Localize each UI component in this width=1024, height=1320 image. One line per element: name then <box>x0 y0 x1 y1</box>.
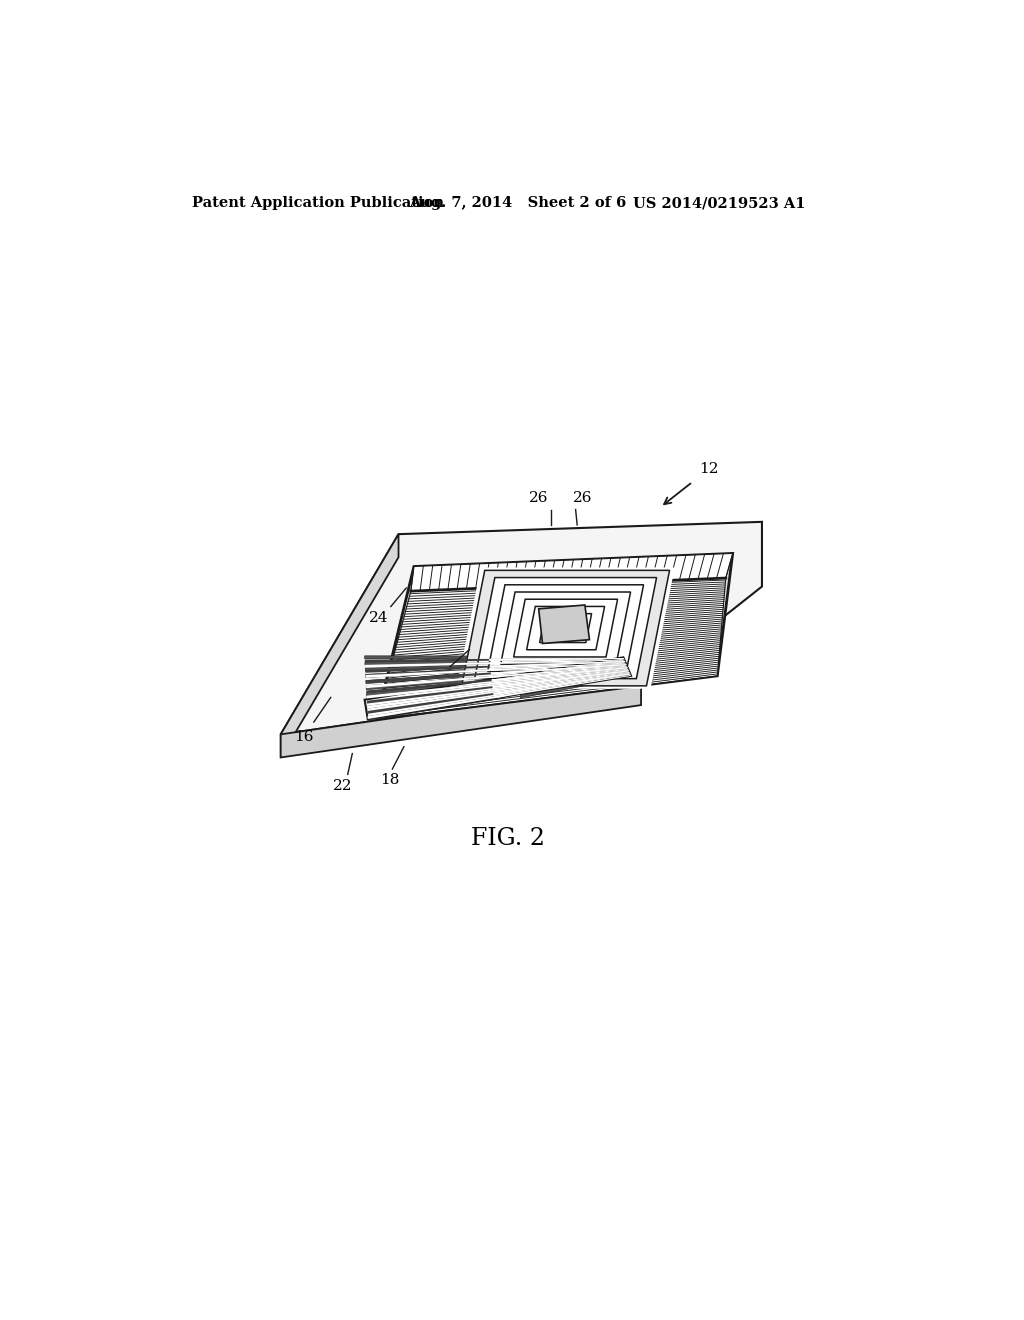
Polygon shape <box>490 664 627 675</box>
Polygon shape <box>492 665 628 677</box>
Polygon shape <box>367 671 629 704</box>
Polygon shape <box>367 668 628 693</box>
Text: Aug. 7, 2014   Sheet 2 of 6: Aug. 7, 2014 Sheet 2 of 6 <box>410 197 627 210</box>
Polygon shape <box>489 661 626 668</box>
Polygon shape <box>367 680 503 696</box>
Polygon shape <box>377 578 726 719</box>
Polygon shape <box>501 591 631 664</box>
Polygon shape <box>365 657 631 719</box>
Polygon shape <box>365 660 625 668</box>
Polygon shape <box>366 668 501 677</box>
Polygon shape <box>367 688 504 709</box>
Text: US 2014/0219523 A1: US 2014/0219523 A1 <box>633 197 805 210</box>
Polygon shape <box>366 665 628 688</box>
Polygon shape <box>553 620 579 635</box>
Polygon shape <box>368 696 505 721</box>
Polygon shape <box>367 672 630 709</box>
Polygon shape <box>367 669 629 698</box>
Polygon shape <box>526 606 604 649</box>
Polygon shape <box>368 694 505 719</box>
Polygon shape <box>519 671 630 690</box>
Polygon shape <box>367 684 503 702</box>
Polygon shape <box>493 671 629 688</box>
Polygon shape <box>281 521 762 734</box>
Polygon shape <box>520 675 631 698</box>
Polygon shape <box>493 671 629 688</box>
Polygon shape <box>517 664 627 675</box>
Polygon shape <box>489 660 625 664</box>
Polygon shape <box>494 673 631 694</box>
Text: FIG. 2: FIG. 2 <box>471 826 545 850</box>
Polygon shape <box>489 659 624 661</box>
Polygon shape <box>520 673 631 694</box>
Text: 18: 18 <box>380 774 399 787</box>
Text: 22: 22 <box>334 779 353 793</box>
Polygon shape <box>457 568 675 689</box>
Text: Patent Application Publication: Patent Application Publication <box>193 197 444 210</box>
Polygon shape <box>492 668 628 681</box>
Polygon shape <box>366 664 501 671</box>
Polygon shape <box>366 664 627 682</box>
Polygon shape <box>366 661 626 673</box>
Polygon shape <box>493 672 630 692</box>
Polygon shape <box>489 661 626 668</box>
Polygon shape <box>492 668 628 681</box>
Text: 12: 12 <box>698 462 718 475</box>
Polygon shape <box>365 660 500 665</box>
Polygon shape <box>514 599 617 657</box>
Polygon shape <box>368 673 631 714</box>
Polygon shape <box>539 605 590 644</box>
Text: 20: 20 <box>431 673 451 686</box>
Polygon shape <box>367 676 502 689</box>
Text: 26: 26 <box>573 491 593 506</box>
Polygon shape <box>281 535 398 758</box>
Polygon shape <box>368 675 631 719</box>
Polygon shape <box>475 578 656 678</box>
Polygon shape <box>365 659 624 663</box>
Polygon shape <box>494 673 631 694</box>
Polygon shape <box>281 682 641 758</box>
Polygon shape <box>490 663 626 671</box>
Polygon shape <box>494 675 631 698</box>
Polygon shape <box>366 672 502 684</box>
Text: 24: 24 <box>369 611 388 626</box>
Polygon shape <box>487 585 643 672</box>
Polygon shape <box>540 614 592 643</box>
Text: 26: 26 <box>529 491 549 506</box>
Polygon shape <box>519 669 629 686</box>
Polygon shape <box>367 681 503 698</box>
Polygon shape <box>462 570 670 686</box>
Polygon shape <box>515 657 625 663</box>
Polygon shape <box>365 656 499 659</box>
Polygon shape <box>377 553 733 719</box>
Polygon shape <box>493 669 629 685</box>
Polygon shape <box>516 660 625 667</box>
Polygon shape <box>368 692 504 714</box>
Polygon shape <box>489 659 624 661</box>
Polygon shape <box>516 661 626 671</box>
Polygon shape <box>517 665 628 678</box>
Polygon shape <box>411 553 733 591</box>
Polygon shape <box>367 688 504 708</box>
Text: 16: 16 <box>294 730 313 743</box>
Polygon shape <box>365 663 500 668</box>
Polygon shape <box>366 669 501 678</box>
Polygon shape <box>365 657 631 719</box>
Polygon shape <box>366 675 502 688</box>
Polygon shape <box>366 663 626 678</box>
Polygon shape <box>490 664 627 675</box>
Polygon shape <box>518 667 628 682</box>
Polygon shape <box>515 656 624 659</box>
